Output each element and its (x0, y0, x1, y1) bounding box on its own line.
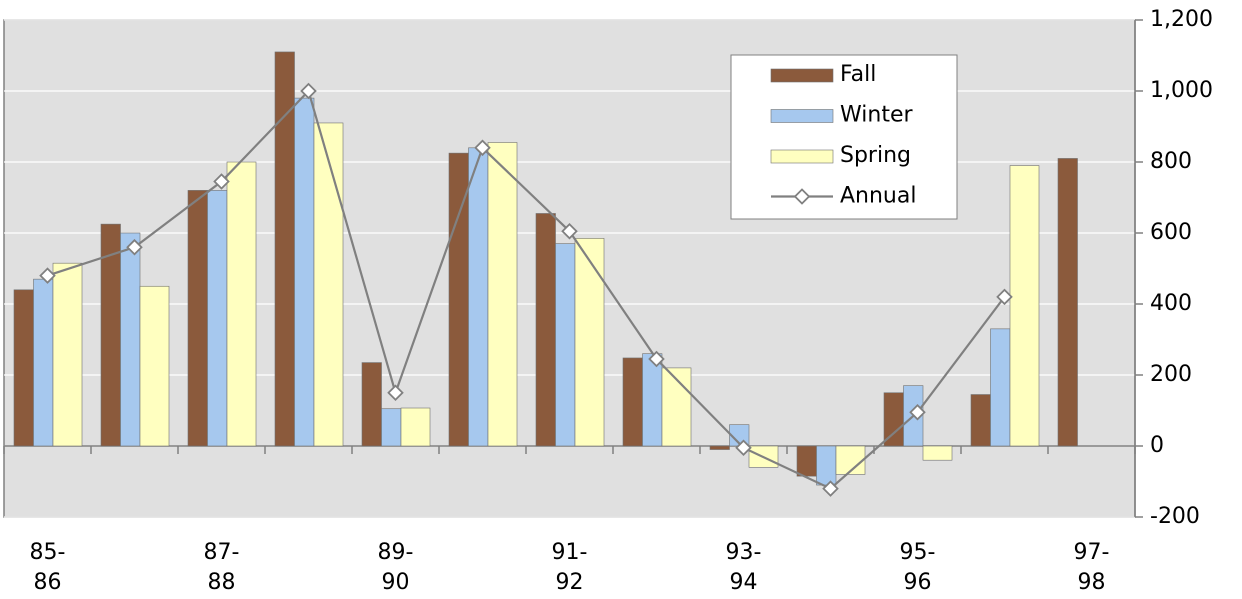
line (47, 88, 1006, 490)
bar (990, 328, 1011, 447)
x-tick-label: 89- 90 (377, 540, 414, 595)
line-marker (213, 173, 230, 190)
bar (400, 407, 431, 447)
bar (922, 445, 953, 461)
bar (361, 362, 382, 447)
bar (13, 289, 34, 447)
legend: Fall Winter Spring Annual (730, 54, 958, 220)
line-marker (387, 384, 404, 402)
x-tick-label: 93- 94 (725, 540, 762, 595)
bar (187, 190, 208, 447)
bar (709, 445, 730, 450)
bar (139, 285, 170, 447)
y-tick-label: 1,200 (1150, 7, 1213, 32)
y-tick-label: 200 (1150, 362, 1192, 387)
line-marker (474, 139, 491, 157)
legend-swatch (770, 109, 834, 123)
bar (487, 142, 518, 447)
line-marker (996, 288, 1013, 306)
line-marker (822, 480, 839, 497)
x-tick-label: 95- 96 (899, 540, 936, 595)
y-tick-label: -200 (1150, 504, 1200, 529)
y-tick-label: 600 (1150, 220, 1192, 245)
bar (796, 445, 817, 477)
line-marker (648, 350, 665, 368)
bar (120, 232, 141, 447)
bar (535, 213, 556, 447)
legend-label: Winter (840, 103, 913, 128)
legend-label: Annual (840, 184, 916, 209)
legend-swatch (770, 68, 834, 83)
line-marker (39, 267, 56, 284)
bar (294, 97, 315, 447)
bar (313, 122, 344, 447)
bar (1009, 165, 1040, 447)
line-marker (735, 439, 752, 457)
legend-label: Spring (840, 143, 911, 168)
bar (381, 408, 402, 447)
bar (468, 147, 489, 447)
x-tick-label: 97- 98 (1073, 540, 1110, 595)
bar (970, 394, 991, 447)
bar (622, 357, 643, 447)
bar (207, 190, 228, 447)
x-tick-label: 85- 86 (29, 540, 66, 595)
bar (33, 278, 54, 447)
bar (226, 161, 257, 447)
y-tick-label: 0 (1150, 433, 1164, 458)
bar (555, 243, 576, 447)
line-marker (909, 404, 926, 421)
legend-box (730, 54, 958, 220)
legend-swatch (770, 149, 834, 164)
legend-label: Fall (840, 62, 876, 87)
x-tick-label: 87- 88 (203, 540, 240, 595)
y-tick-label: 1,000 (1150, 78, 1213, 103)
bar (574, 238, 605, 447)
line-marker (126, 238, 143, 256)
line-marker (561, 222, 578, 240)
x-tick-label: 91- 92 (551, 540, 588, 595)
bar (52, 262, 83, 447)
bar (1057, 158, 1078, 447)
y-tick-label: 400 (1150, 291, 1192, 316)
line-marker (300, 82, 317, 100)
bar (274, 51, 295, 447)
bar (642, 353, 663, 447)
bar (816, 445, 837, 486)
legend-marker (793, 188, 811, 205)
y-tick-label: 800 (1150, 149, 1192, 174)
